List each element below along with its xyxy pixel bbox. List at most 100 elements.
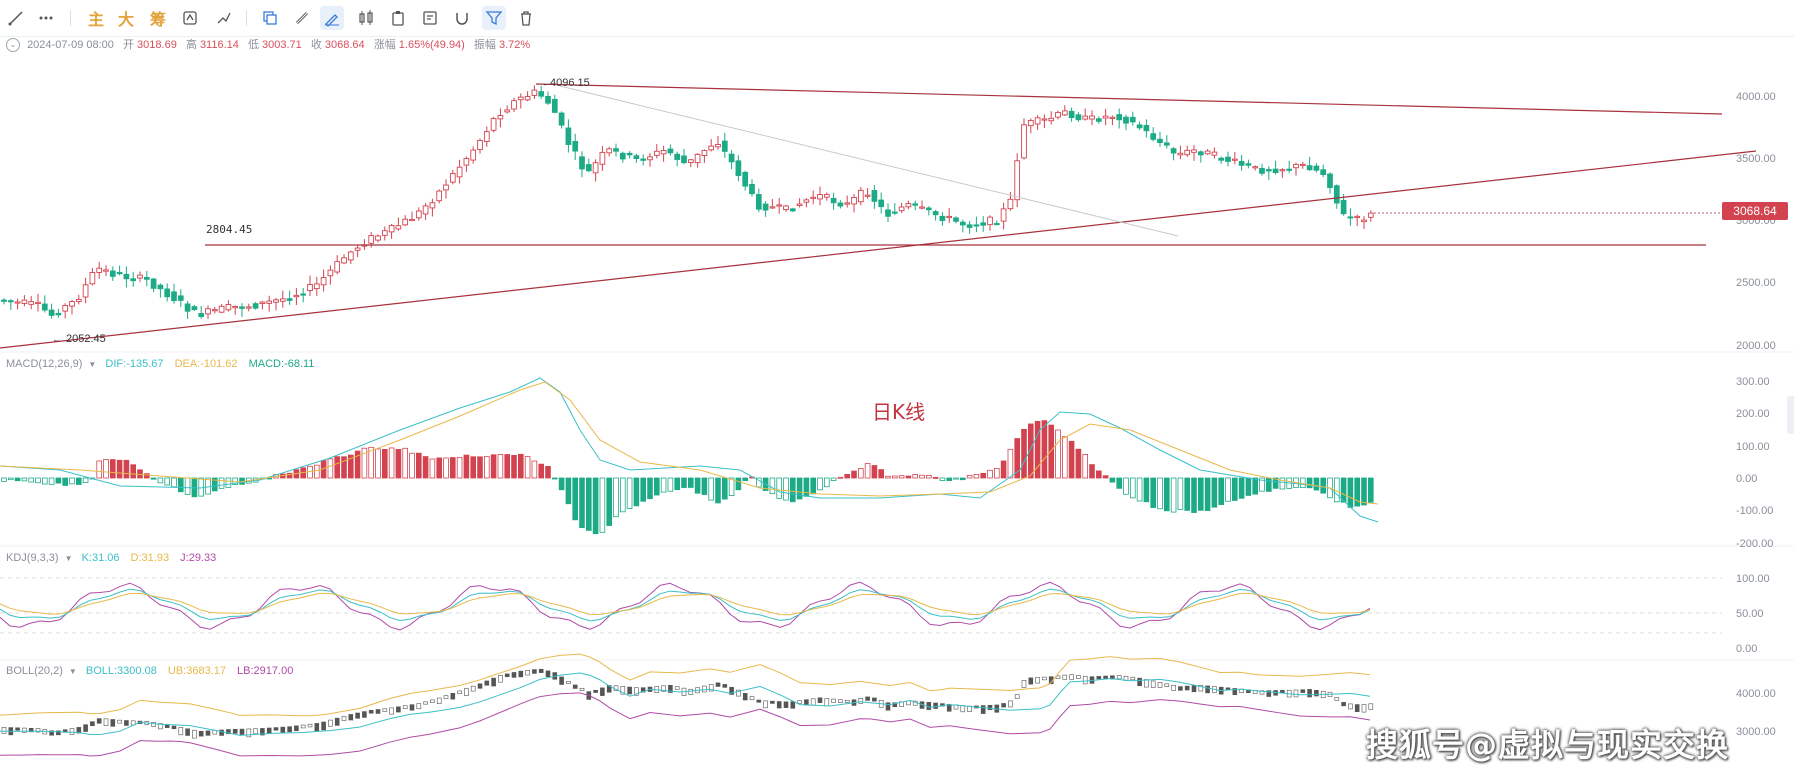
delete-icon[interactable] bbox=[514, 6, 538, 30]
panel-collapse-tab[interactable] bbox=[1787, 396, 1794, 434]
candle-body bbox=[1163, 142, 1170, 146]
kdj-y-tick: 50.00 bbox=[1736, 608, 1764, 620]
macd-y-tick: -100.00 bbox=[1736, 505, 1773, 517]
candle-body bbox=[137, 274, 143, 279]
macd-bar bbox=[1184, 477, 1191, 511]
candle-body bbox=[851, 196, 857, 205]
candle-style-icon[interactable] bbox=[354, 6, 378, 30]
boll-candle bbox=[518, 670, 524, 678]
macd-bar bbox=[1150, 477, 1157, 508]
candle-body bbox=[395, 225, 402, 230]
candle-body bbox=[293, 294, 300, 298]
candle-body bbox=[517, 96, 524, 101]
chart-toolbar: 主 大 筹 bbox=[0, 0, 1794, 37]
large-order-button[interactable]: 大 bbox=[117, 12, 134, 29]
boll-candle bbox=[763, 700, 768, 709]
candle-body bbox=[75, 299, 82, 302]
boll-candle bbox=[715, 682, 721, 687]
candle-body bbox=[1129, 116, 1136, 123]
ruler-icon[interactable] bbox=[290, 6, 314, 30]
macd-bar bbox=[1089, 464, 1095, 479]
boll-middle-band bbox=[0, 672, 1371, 736]
copy-icon[interactable] bbox=[258, 6, 282, 30]
candle-body bbox=[551, 98, 558, 113]
chart-canvas[interactable]: 4000.00 3500.00 2500.00 2000.00 3000.00 300.0… bbox=[0, 54, 1794, 777]
macd-bar bbox=[218, 477, 225, 489]
boll-candle bbox=[634, 687, 639, 696]
candle-body bbox=[1014, 160, 1021, 201]
candle-body bbox=[1204, 150, 1211, 155]
macd-label[interactable]: MACD(12,26,9) ▼ DIF:-135.67 DEA:-101.62 M… bbox=[6, 358, 315, 370]
macd-bar bbox=[477, 456, 483, 479]
candle-body bbox=[368, 235, 375, 244]
candle-body bbox=[239, 306, 245, 309]
main-y-tick: 2500.00 bbox=[1736, 277, 1776, 289]
draw-tool-icon[interactable] bbox=[212, 6, 236, 30]
boll-candle bbox=[205, 730, 211, 736]
macd-bar bbox=[776, 477, 782, 499]
candle-body bbox=[946, 215, 953, 219]
replay-icon[interactable] bbox=[178, 6, 202, 30]
boll-candle bbox=[1096, 676, 1102, 680]
candle-body bbox=[35, 301, 41, 304]
clipboard-icon[interactable] bbox=[386, 6, 410, 30]
high-value: 3116.14 bbox=[199, 39, 239, 51]
boll-candle bbox=[729, 686, 734, 695]
main-indicator-button[interactable]: 主 bbox=[87, 12, 104, 29]
magnet-icon[interactable] bbox=[450, 6, 474, 30]
candle-body bbox=[402, 218, 409, 226]
candle-body bbox=[164, 288, 171, 298]
macd-bar bbox=[76, 477, 82, 485]
macd-bar bbox=[790, 477, 796, 503]
note-icon[interactable] bbox=[418, 6, 442, 30]
candle-body bbox=[585, 164, 592, 172]
watermark: 搜狐号@虚拟与现实交换 bbox=[1366, 726, 1730, 764]
macd-bar bbox=[429, 458, 436, 479]
macd-bar bbox=[490, 454, 497, 479]
trend-line-icon[interactable] bbox=[4, 6, 28, 30]
candle-body bbox=[381, 230, 388, 236]
candle-body bbox=[341, 257, 347, 264]
macd-bar bbox=[647, 477, 653, 500]
boll-candle bbox=[980, 705, 986, 714]
candle-body bbox=[1245, 163, 1252, 166]
macd-bar bbox=[456, 456, 463, 479]
boll-candle bbox=[1164, 683, 1170, 687]
candle-body bbox=[157, 284, 164, 290]
filter-icon[interactable] bbox=[482, 6, 506, 30]
candle-body bbox=[905, 203, 912, 208]
boll-candle bbox=[375, 709, 381, 714]
candle-body bbox=[286, 298, 293, 301]
candle-body bbox=[681, 155, 687, 164]
candle-body bbox=[103, 269, 109, 272]
candle-body bbox=[273, 299, 279, 303]
brush-icon[interactable] bbox=[320, 6, 344, 30]
candle-body bbox=[1000, 208, 1007, 222]
candle-body bbox=[82, 284, 89, 298]
more-dots-icon[interactable] bbox=[34, 6, 58, 30]
candle-body bbox=[721, 140, 728, 152]
boll-label[interactable]: BOLL(20,2) ▼ BOLL:3300.08 UB:3683.17 LB:2… bbox=[6, 665, 294, 677]
collapse-chevron-icon[interactable]: ⌄ bbox=[6, 38, 20, 53]
candle-body bbox=[701, 150, 708, 156]
macd-bar bbox=[1347, 477, 1354, 508]
candle-body bbox=[347, 251, 354, 261]
boll-candle bbox=[185, 728, 190, 736]
macd-y-tick: 100.00 bbox=[1736, 441, 1770, 453]
boll-candle bbox=[368, 709, 374, 714]
macd-bar bbox=[286, 472, 293, 479]
macd-bar bbox=[1048, 424, 1055, 479]
chip-distribution-button[interactable]: 筹 bbox=[149, 12, 166, 29]
macd-y-tick: 300.00 bbox=[1736, 376, 1770, 388]
candle-body bbox=[259, 301, 266, 304]
kdj-label[interactable]: KDJ(9,3,3) ▼ K:31.06 D:31.93 J:29.33 bbox=[6, 552, 217, 564]
candle-body bbox=[932, 211, 939, 216]
kdj-y-tick: 100.00 bbox=[1736, 573, 1770, 585]
candle-body bbox=[660, 150, 667, 155]
candle-body bbox=[415, 210, 422, 219]
macd-bar bbox=[1266, 477, 1272, 492]
macd-bar bbox=[851, 470, 857, 479]
candle-body bbox=[789, 208, 796, 212]
candle-body bbox=[409, 218, 415, 222]
boll-candle bbox=[1205, 685, 1210, 694]
